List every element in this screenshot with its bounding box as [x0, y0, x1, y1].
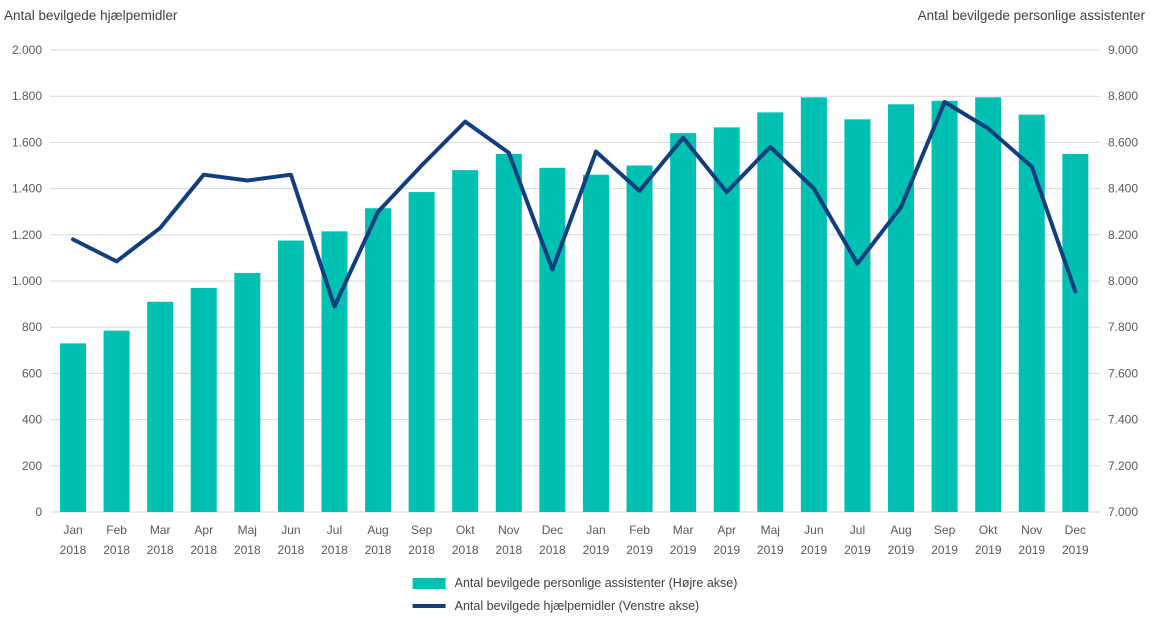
y-tick-label-left: 2.000	[12, 43, 42, 57]
legend: Antal bevilgede personlige assistenter (…	[412, 576, 738, 613]
y-tick-label-right: 8.000	[1108, 274, 1138, 288]
bar	[800, 97, 827, 512]
x-tick-label: Aug 2019	[888, 523, 915, 557]
y-tick-label-left: 0	[35, 505, 42, 519]
bar	[147, 301, 174, 512]
bar	[582, 174, 609, 513]
x-tick-label: Mar 2018	[147, 523, 174, 557]
bar	[539, 167, 566, 512]
y-tick-label-right: 8.400	[1108, 182, 1138, 196]
x-tick-label: Sep 2019	[931, 523, 958, 557]
y-tick-label-right: 7.200	[1108, 459, 1138, 473]
combo-chart-plot: 2.000 9.000 1.800 8.800 1.600 8.600 1.400 8.400…	[12, 43, 1138, 557]
y-tick-label-left: 200	[22, 459, 42, 473]
y-tick-label-right: 8.600	[1108, 135, 1138, 149]
y-tick-label-left: 1.600	[12, 135, 42, 149]
y-tick-label-right: 9.000	[1108, 43, 1138, 57]
bar	[626, 165, 653, 512]
x-tick-label: Jun 2019	[801, 523, 828, 557]
x-tick-label: Sep 2018	[408, 523, 435, 557]
x-tick-label: Dec 2018	[539, 523, 566, 557]
x-tick-label: Feb 2018	[103, 523, 130, 557]
bar	[844, 119, 871, 513]
y-tick-label-left: 800	[22, 320, 42, 334]
x-tick-label: Jun 2018	[278, 523, 305, 557]
x-tick-label: Jan 2018	[60, 523, 87, 557]
x-tick-label: Mar 2019	[670, 523, 697, 557]
y-tick-label-right: 7.800	[1108, 320, 1138, 334]
legend-item-line-series: Antal bevilgede hjælpemidler (Venstre ak…	[412, 599, 700, 613]
bar-series-swatch-icon	[412, 577, 446, 589]
bar	[670, 133, 697, 512]
bar	[408, 192, 435, 512]
trend-line	[71, 100, 1078, 309]
bar	[757, 112, 784, 513]
x-tick-label: Jan 2019	[583, 523, 610, 557]
bar	[60, 343, 86, 512]
y-tick-label-left: 1.400	[12, 182, 42, 196]
right-axis-title: Antal bevilgede personlige assistenter	[917, 8, 1145, 23]
y-tick-label-left: 1.000	[12, 274, 42, 288]
y-tick-label-left: 1.800	[12, 89, 42, 103]
bar	[234, 272, 261, 512]
x-tick-label: Nov 2018	[495, 523, 522, 557]
x-tick-label: Maj 2018	[234, 523, 261, 557]
bar	[975, 97, 1002, 512]
y-tick-label-left: 600	[22, 366, 42, 380]
bar	[888, 104, 915, 512]
bar	[931, 100, 958, 512]
bar	[190, 287, 217, 512]
legend-item-bar-series: Antal bevilgede personlige assistenter (…	[412, 576, 738, 590]
left-axis-title: Antal bevilgede hjælpemidler	[4, 8, 178, 23]
y-tick-label-right: 7.400	[1108, 413, 1138, 427]
y-tick-label-right: 8.200	[1108, 228, 1138, 242]
x-tick-label: Aug 2018	[365, 523, 392, 557]
x-tick-label: Okt 2018	[452, 523, 479, 557]
x-tick-label: Feb 2019	[626, 523, 653, 557]
line-series-swatch-icon	[412, 604, 446, 608]
x-tick-label: Dec 2019	[1062, 523, 1089, 557]
x-tick-label: Jul 2018	[321, 523, 348, 557]
x-tick-label: Apr 2019	[713, 523, 740, 557]
bar	[103, 330, 130, 512]
bar	[495, 153, 522, 512]
bar	[277, 240, 304, 512]
y-tick-label-right: 7.000	[1108, 505, 1138, 519]
x-tick-label: Nov 2019	[1018, 523, 1045, 557]
bar	[1018, 114, 1045, 513]
x-tick-label: Apr 2018	[190, 523, 217, 557]
y-tick-label-left: 1.200	[12, 228, 42, 242]
bar	[365, 208, 392, 513]
x-tick-label: Jul 2019	[844, 523, 871, 557]
bar	[452, 170, 479, 512]
x-tick-label: Maj 2019	[757, 523, 784, 557]
bar	[1062, 153, 1089, 512]
legend-label-bar-series: Antal bevilgede personlige assistenter (…	[454, 576, 738, 590]
y-tick-label-left: 400	[22, 413, 42, 427]
legend-label-line-series: Antal bevilgede hjælpemidler (Venstre ak…	[454, 599, 700, 613]
y-tick-label-right: 7.600	[1108, 366, 1138, 380]
y-tick-label-right: 8.800	[1108, 89, 1138, 103]
x-tick-label: Okt 2019	[975, 523, 1002, 557]
